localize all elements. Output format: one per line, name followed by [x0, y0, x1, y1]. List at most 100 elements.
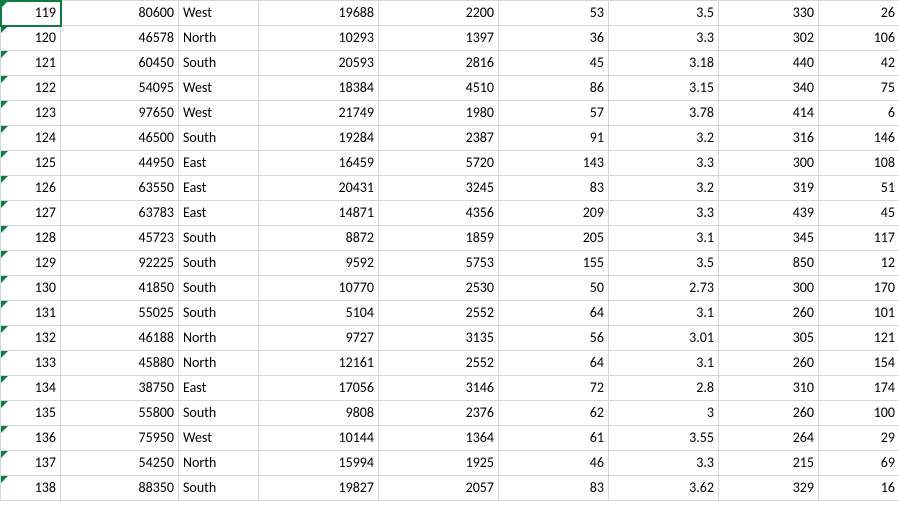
cell[interactable]: 75950 [61, 426, 179, 451]
cell[interactable]: 302 [719, 26, 819, 51]
cell[interactable]: 26 [819, 1, 899, 26]
cell[interactable]: 64 [499, 351, 609, 376]
cell[interactable]: 3.1 [609, 226, 719, 251]
cell[interactable]: 146 [819, 126, 899, 151]
cell[interactable]: 20593 [259, 51, 379, 76]
cell[interactable]: 69 [819, 451, 899, 476]
cell[interactable]: 86 [499, 76, 609, 101]
cell[interactable]: 316 [719, 126, 819, 151]
cell[interactable]: 108 [819, 151, 899, 176]
cell[interactable]: 88350 [61, 476, 179, 501]
cell[interactable]: 3.3 [609, 26, 719, 51]
cell[interactable]: 117 [819, 226, 899, 251]
cell[interactable]: 132 [1, 326, 61, 351]
cell[interactable]: 3.62 [609, 476, 719, 501]
cell[interactable]: 209 [499, 201, 609, 226]
cell[interactable]: 3.15 [609, 76, 719, 101]
cell[interactable]: 6 [819, 101, 899, 126]
cell[interactable]: 260 [719, 301, 819, 326]
cell[interactable]: 125 [1, 151, 61, 176]
cell[interactable]: 260 [719, 401, 819, 426]
cell[interactable]: 414 [719, 101, 819, 126]
cell[interactable]: 18384 [259, 76, 379, 101]
cell[interactable]: 44950 [61, 151, 179, 176]
cell[interactable]: 3245 [379, 176, 499, 201]
cell[interactable]: 45 [499, 51, 609, 76]
cell[interactable]: 440 [719, 51, 819, 76]
cell[interactable]: South [179, 251, 259, 276]
cell[interactable]: 3.5 [609, 1, 719, 26]
cell[interactable]: 3.3 [609, 451, 719, 476]
cell[interactable]: West [179, 1, 259, 26]
cell[interactable]: 205 [499, 226, 609, 251]
cell[interactable]: 134 [1, 376, 61, 401]
cell[interactable]: 55025 [61, 301, 179, 326]
cell[interactable]: 121 [1, 51, 61, 76]
cell[interactable]: 1397 [379, 26, 499, 51]
cell[interactable]: 3.1 [609, 301, 719, 326]
cell[interactable]: 5104 [259, 301, 379, 326]
cell[interactable]: 850 [719, 251, 819, 276]
cell[interactable]: 3.3 [609, 201, 719, 226]
cell[interactable]: 45880 [61, 351, 179, 376]
cell[interactable]: 1980 [379, 101, 499, 126]
cell[interactable]: 126 [1, 176, 61, 201]
cell[interactable]: 9808 [259, 401, 379, 426]
cell[interactable]: 38750 [61, 376, 179, 401]
cell[interactable]: 41850 [61, 276, 179, 301]
cell[interactable]: 123 [1, 101, 61, 126]
cell[interactable]: 19827 [259, 476, 379, 501]
cell[interactable]: 46188 [61, 326, 179, 351]
cell[interactable]: 10770 [259, 276, 379, 301]
cell[interactable]: South [179, 301, 259, 326]
cell[interactable]: 8872 [259, 226, 379, 251]
cell[interactable]: 10293 [259, 26, 379, 51]
cell[interactable]: 135 [1, 401, 61, 426]
cell[interactable]: 124 [1, 126, 61, 151]
cell[interactable]: East [179, 376, 259, 401]
cell[interactable]: 300 [719, 151, 819, 176]
cell[interactable]: 100 [819, 401, 899, 426]
cell[interactable]: 122 [1, 76, 61, 101]
cell[interactable]: 15994 [259, 451, 379, 476]
cell[interactable]: 64 [499, 301, 609, 326]
cell[interactable]: South [179, 476, 259, 501]
cell[interactable]: 2816 [379, 51, 499, 76]
cell[interactable]: 1364 [379, 426, 499, 451]
cell[interactable]: 60450 [61, 51, 179, 76]
cell[interactable]: 121 [819, 326, 899, 351]
cell[interactable]: 143 [499, 151, 609, 176]
cell[interactable]: 46500 [61, 126, 179, 151]
cell[interactable]: 2552 [379, 301, 499, 326]
cell[interactable]: 170 [819, 276, 899, 301]
cell[interactable]: 61 [499, 426, 609, 451]
cell[interactable]: 3 [609, 401, 719, 426]
cell[interactable]: 340 [719, 76, 819, 101]
cell[interactable]: 4356 [379, 201, 499, 226]
cell[interactable]: 129 [1, 251, 61, 276]
cell[interactable]: 174 [819, 376, 899, 401]
cell[interactable]: 345 [719, 226, 819, 251]
cell[interactable]: North [179, 351, 259, 376]
cell[interactable]: 3.2 [609, 176, 719, 201]
cell[interactable]: 119 [1, 1, 61, 26]
cell[interactable]: 5753 [379, 251, 499, 276]
cell[interactable]: 91 [499, 126, 609, 151]
cell[interactable]: 101 [819, 301, 899, 326]
cell[interactable]: 63550 [61, 176, 179, 201]
cell[interactable]: 128 [1, 226, 61, 251]
cell[interactable]: South [179, 276, 259, 301]
cell[interactable]: 62 [499, 401, 609, 426]
cell[interactable]: South [179, 226, 259, 251]
cell[interactable]: 2.8 [609, 376, 719, 401]
cell[interactable]: 83 [499, 476, 609, 501]
cell[interactable]: 319 [719, 176, 819, 201]
cell[interactable]: 300 [719, 276, 819, 301]
cell[interactable]: 29 [819, 426, 899, 451]
cell[interactable]: 154 [819, 351, 899, 376]
cell[interactable]: 2376 [379, 401, 499, 426]
cell[interactable]: 92225 [61, 251, 179, 276]
cell[interactable]: West [179, 101, 259, 126]
cell[interactable]: North [179, 326, 259, 351]
cell[interactable]: 75 [819, 76, 899, 101]
